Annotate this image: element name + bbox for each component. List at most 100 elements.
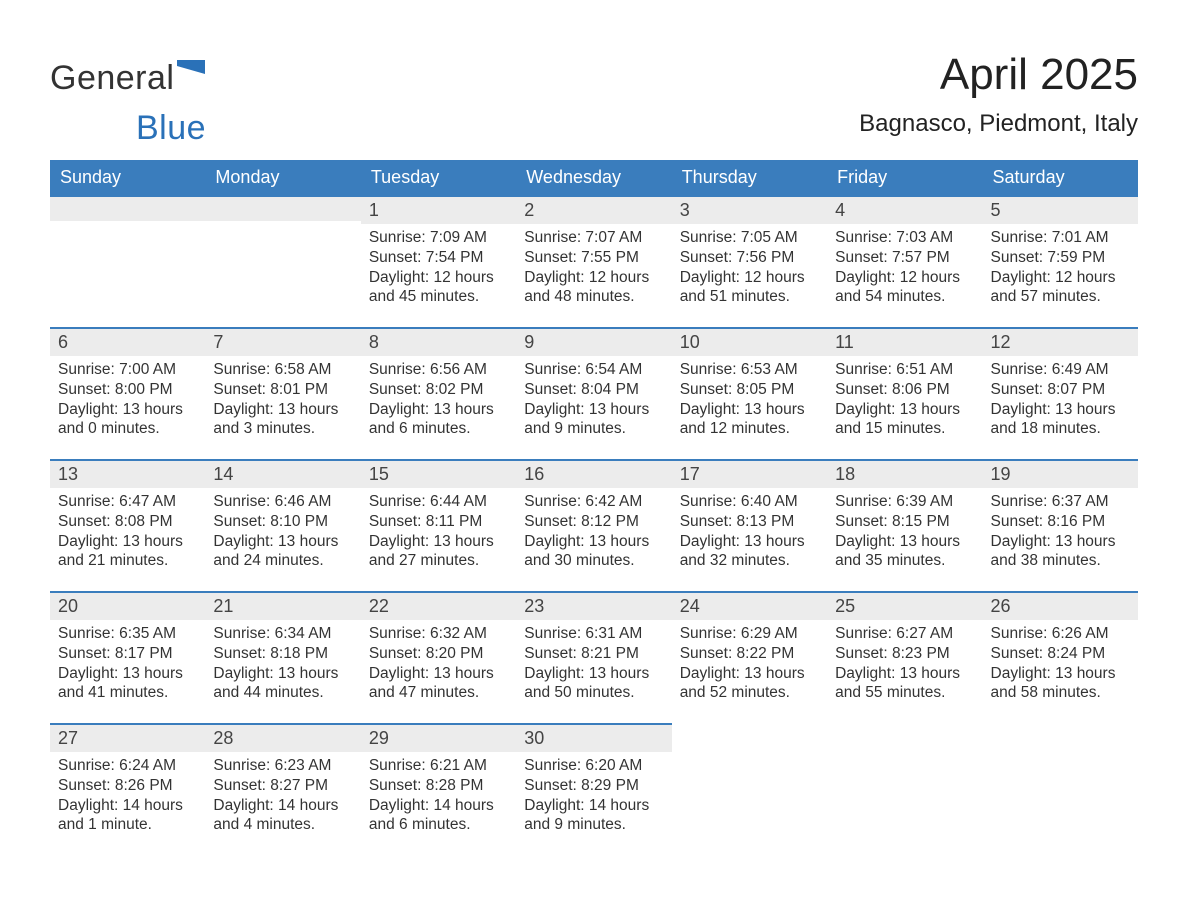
sunrise-line: Sunrise: 6:26 AM bbox=[991, 624, 1130, 644]
sunset-line: Sunset: 8:05 PM bbox=[680, 380, 819, 400]
day-details: Sunrise: 6:46 AMSunset: 8:10 PMDaylight:… bbox=[205, 488, 360, 577]
calendar-day-cell: 27Sunrise: 6:24 AMSunset: 8:26 PMDayligh… bbox=[50, 723, 205, 855]
daylight-line: Daylight: 13 hours and 38 minutes. bbox=[991, 532, 1130, 572]
daylight-line: Daylight: 13 hours and 47 minutes. bbox=[369, 664, 508, 704]
day-details: Sunrise: 6:29 AMSunset: 8:22 PMDaylight:… bbox=[672, 620, 827, 709]
sunset-line: Sunset: 8:29 PM bbox=[524, 776, 663, 796]
daylight-line: Daylight: 12 hours and 51 minutes. bbox=[680, 268, 819, 308]
sunrise-line: Sunrise: 6:54 AM bbox=[524, 360, 663, 380]
sunrise-line: Sunrise: 6:32 AM bbox=[369, 624, 508, 644]
day-number: 23 bbox=[516, 591, 671, 620]
brand-word1: General bbox=[50, 59, 174, 97]
day-details: Sunrise: 6:23 AMSunset: 8:27 PMDaylight:… bbox=[205, 752, 360, 841]
daylight-line: Daylight: 13 hours and 9 minutes. bbox=[524, 400, 663, 440]
daylight-line: Daylight: 14 hours and 1 minute. bbox=[58, 796, 197, 836]
day-details: Sunrise: 7:09 AMSunset: 7:54 PMDaylight:… bbox=[361, 224, 516, 313]
day-number: 11 bbox=[827, 327, 982, 356]
calendar-day-cell: 30Sunrise: 6:20 AMSunset: 8:29 PMDayligh… bbox=[516, 723, 671, 855]
calendar-empty-cell bbox=[672, 723, 827, 855]
day-details: Sunrise: 6:53 AMSunset: 8:05 PMDaylight:… bbox=[672, 356, 827, 445]
day-number: 27 bbox=[50, 723, 205, 752]
sunset-line: Sunset: 8:23 PM bbox=[835, 644, 974, 664]
sunset-line: Sunset: 8:04 PM bbox=[524, 380, 663, 400]
calendar-empty-cell bbox=[827, 723, 982, 855]
day-number: 4 bbox=[827, 195, 982, 224]
day-number: 25 bbox=[827, 591, 982, 620]
empty-day-bar bbox=[50, 195, 205, 221]
calendar-day-cell: 4Sunrise: 7:03 AMSunset: 7:57 PMDaylight… bbox=[827, 195, 982, 327]
sunset-line: Sunset: 7:57 PM bbox=[835, 248, 974, 268]
sunrise-line: Sunrise: 7:07 AM bbox=[524, 228, 663, 248]
sunset-line: Sunset: 8:27 PM bbox=[213, 776, 352, 796]
daylight-line: Daylight: 13 hours and 24 minutes. bbox=[213, 532, 352, 572]
day-number: 22 bbox=[361, 591, 516, 620]
sunrise-line: Sunrise: 6:56 AM bbox=[369, 360, 508, 380]
sunrise-line: Sunrise: 6:47 AM bbox=[58, 492, 197, 512]
day-details: Sunrise: 6:54 AMSunset: 8:04 PMDaylight:… bbox=[516, 356, 671, 445]
day-details: Sunrise: 6:24 AMSunset: 8:26 PMDaylight:… bbox=[50, 752, 205, 841]
calendar-empty-cell bbox=[205, 195, 360, 327]
day-number: 15 bbox=[361, 459, 516, 488]
sunrise-line: Sunrise: 6:24 AM bbox=[58, 756, 197, 776]
sunrise-line: Sunrise: 6:44 AM bbox=[369, 492, 508, 512]
sunset-line: Sunset: 8:21 PM bbox=[524, 644, 663, 664]
calendar-day-cell: 23Sunrise: 6:31 AMSunset: 8:21 PMDayligh… bbox=[516, 591, 671, 723]
daylight-line: Daylight: 12 hours and 45 minutes. bbox=[369, 268, 508, 308]
calendar-day-cell: 20Sunrise: 6:35 AMSunset: 8:17 PMDayligh… bbox=[50, 591, 205, 723]
daylight-line: Daylight: 14 hours and 6 minutes. bbox=[369, 796, 508, 836]
day-number: 20 bbox=[50, 591, 205, 620]
sunrise-line: Sunrise: 6:27 AM bbox=[835, 624, 974, 644]
sunset-line: Sunset: 7:59 PM bbox=[991, 248, 1130, 268]
calendar-day-cell: 28Sunrise: 6:23 AMSunset: 8:27 PMDayligh… bbox=[205, 723, 360, 855]
sunset-line: Sunset: 8:24 PM bbox=[991, 644, 1130, 664]
sunset-line: Sunset: 8:02 PM bbox=[369, 380, 508, 400]
calendar-week-row: 27Sunrise: 6:24 AMSunset: 8:26 PMDayligh… bbox=[50, 723, 1138, 855]
sunrise-line: Sunrise: 6:37 AM bbox=[991, 492, 1130, 512]
day-details: Sunrise: 7:00 AMSunset: 8:00 PMDaylight:… bbox=[50, 356, 205, 445]
daylight-line: Daylight: 13 hours and 15 minutes. bbox=[835, 400, 974, 440]
sunset-line: Sunset: 7:55 PM bbox=[524, 248, 663, 268]
calendar-day-cell: 14Sunrise: 6:46 AMSunset: 8:10 PMDayligh… bbox=[205, 459, 360, 591]
day-details: Sunrise: 6:39 AMSunset: 8:15 PMDaylight:… bbox=[827, 488, 982, 577]
day-number: 7 bbox=[205, 327, 360, 356]
daylight-line: Daylight: 13 hours and 55 minutes. bbox=[835, 664, 974, 704]
day-details: Sunrise: 6:42 AMSunset: 8:12 PMDaylight:… bbox=[516, 488, 671, 577]
day-details: Sunrise: 7:03 AMSunset: 7:57 PMDaylight:… bbox=[827, 224, 982, 313]
day-number: 3 bbox=[672, 195, 827, 224]
sunrise-line: Sunrise: 6:35 AM bbox=[58, 624, 197, 644]
sunrise-line: Sunrise: 6:49 AM bbox=[991, 360, 1130, 380]
month-title: April 2025 bbox=[50, 50, 1138, 100]
day-number: 8 bbox=[361, 327, 516, 356]
sunset-line: Sunset: 8:16 PM bbox=[991, 512, 1130, 532]
weekday-header: Wednesday bbox=[516, 160, 671, 195]
sunset-line: Sunset: 8:22 PM bbox=[680, 644, 819, 664]
calendar-week-row: 13Sunrise: 6:47 AMSunset: 8:08 PMDayligh… bbox=[50, 459, 1138, 591]
daylight-line: Daylight: 13 hours and 21 minutes. bbox=[58, 532, 197, 572]
day-number: 2 bbox=[516, 195, 671, 224]
weekday-header: Saturday bbox=[983, 160, 1138, 195]
sunrise-line: Sunrise: 6:34 AM bbox=[213, 624, 352, 644]
calendar-empty-cell bbox=[983, 723, 1138, 855]
empty-day-bar bbox=[205, 195, 360, 221]
daylight-line: Daylight: 13 hours and 50 minutes. bbox=[524, 664, 663, 704]
calendar-day-cell: 11Sunrise: 6:51 AMSunset: 8:06 PMDayligh… bbox=[827, 327, 982, 459]
sunset-line: Sunset: 8:07 PM bbox=[991, 380, 1130, 400]
daylight-line: Daylight: 14 hours and 4 minutes. bbox=[213, 796, 352, 836]
weekday-header: Monday bbox=[205, 160, 360, 195]
calendar-day-cell: 12Sunrise: 6:49 AMSunset: 8:07 PMDayligh… bbox=[983, 327, 1138, 459]
day-number: 17 bbox=[672, 459, 827, 488]
day-details: Sunrise: 6:51 AMSunset: 8:06 PMDaylight:… bbox=[827, 356, 982, 445]
day-number: 13 bbox=[50, 459, 205, 488]
day-details: Sunrise: 7:07 AMSunset: 7:55 PMDaylight:… bbox=[516, 224, 671, 313]
calendar-week-row: 1Sunrise: 7:09 AMSunset: 7:54 PMDaylight… bbox=[50, 195, 1138, 327]
weekday-header: Friday bbox=[827, 160, 982, 195]
sunrise-line: Sunrise: 7:00 AM bbox=[58, 360, 197, 380]
sunrise-line: Sunrise: 6:42 AM bbox=[524, 492, 663, 512]
calendar-week-row: 6Sunrise: 7:00 AMSunset: 8:00 PMDaylight… bbox=[50, 327, 1138, 459]
day-number: 16 bbox=[516, 459, 671, 488]
sunrise-line: Sunrise: 6:39 AM bbox=[835, 492, 974, 512]
day-details: Sunrise: 6:21 AMSunset: 8:28 PMDaylight:… bbox=[361, 752, 516, 841]
calendar-day-cell: 26Sunrise: 6:26 AMSunset: 8:24 PMDayligh… bbox=[983, 591, 1138, 723]
calendar-day-cell: 17Sunrise: 6:40 AMSunset: 8:13 PMDayligh… bbox=[672, 459, 827, 591]
day-details: Sunrise: 7:01 AMSunset: 7:59 PMDaylight:… bbox=[983, 224, 1138, 313]
